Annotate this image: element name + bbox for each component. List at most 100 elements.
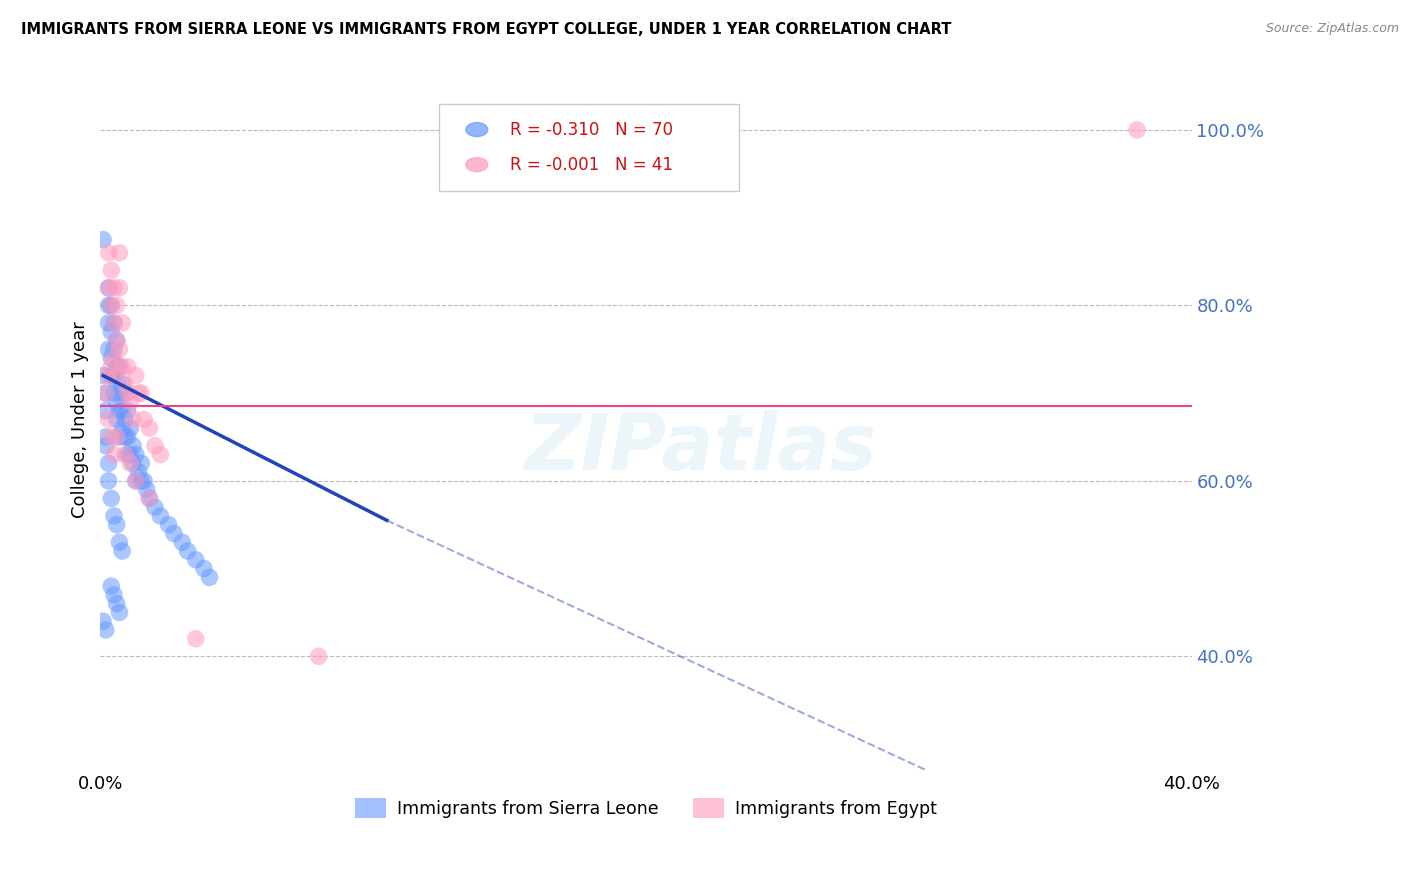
- Point: [149, 508, 172, 523]
- Point: [94, 386, 117, 401]
- Point: [117, 403, 139, 417]
- Point: [105, 298, 128, 312]
- Point: [149, 448, 172, 462]
- Point: [117, 386, 139, 401]
- Point: [111, 544, 134, 558]
- Point: [138, 491, 160, 506]
- Point: [108, 386, 131, 401]
- Point: [122, 412, 145, 426]
- Point: [108, 430, 131, 444]
- Point: [91, 368, 114, 383]
- Point: [97, 368, 120, 383]
- Point: [125, 474, 148, 488]
- Point: [97, 281, 120, 295]
- Point: [198, 570, 221, 584]
- Point: [308, 649, 330, 664]
- Point: [103, 316, 125, 330]
- Point: [94, 430, 117, 444]
- Point: [103, 386, 125, 401]
- Point: [120, 456, 142, 470]
- Point: [94, 386, 117, 401]
- Point: [105, 517, 128, 532]
- Point: [122, 456, 145, 470]
- Point: [100, 298, 122, 312]
- Point: [100, 359, 122, 374]
- Point: [184, 553, 207, 567]
- Point: [132, 474, 155, 488]
- Point: [163, 526, 186, 541]
- Point: [94, 623, 117, 637]
- Point: [103, 351, 125, 365]
- Point: [172, 535, 194, 549]
- Point: [108, 281, 131, 295]
- Point: [97, 316, 120, 330]
- Point: [105, 359, 128, 374]
- Point: [105, 597, 128, 611]
- Point: [100, 351, 122, 365]
- Point: [111, 377, 134, 392]
- Point: [125, 368, 148, 383]
- Text: ZIPatlas: ZIPatlas: [524, 409, 877, 485]
- Point: [111, 359, 134, 374]
- Point: [117, 430, 139, 444]
- Point: [100, 368, 122, 383]
- Point: [105, 395, 128, 409]
- Point: [105, 430, 128, 444]
- Point: [120, 395, 142, 409]
- Point: [176, 544, 198, 558]
- Point: [105, 377, 128, 392]
- Point: [105, 368, 128, 383]
- Point: [114, 377, 136, 392]
- Point: [157, 517, 180, 532]
- Point: [125, 474, 148, 488]
- Point: [108, 343, 131, 357]
- Point: [105, 334, 128, 348]
- Point: [108, 359, 131, 374]
- Point: [114, 430, 136, 444]
- Point: [128, 386, 150, 401]
- Point: [111, 403, 134, 417]
- Point: [111, 316, 134, 330]
- Point: [103, 448, 125, 462]
- Point: [97, 245, 120, 260]
- Point: [94, 439, 117, 453]
- Point: [103, 368, 125, 383]
- Point: [122, 439, 145, 453]
- Point: [97, 298, 120, 312]
- Point: [100, 263, 122, 277]
- Circle shape: [465, 122, 488, 136]
- Point: [114, 448, 136, 462]
- Point: [103, 588, 125, 602]
- Point: [129, 474, 152, 488]
- Text: IMMIGRANTS FROM SIERRA LEONE VS IMMIGRANTS FROM EGYPT COLLEGE, UNDER 1 YEAR CORR: IMMIGRANTS FROM SIERRA LEONE VS IMMIGRAN…: [21, 22, 952, 37]
- Point: [108, 245, 131, 260]
- Point: [193, 561, 215, 575]
- Point: [100, 491, 122, 506]
- Point: [97, 456, 120, 470]
- Circle shape: [465, 158, 488, 171]
- Point: [103, 508, 125, 523]
- Point: [138, 421, 160, 435]
- Point: [120, 421, 142, 435]
- Point: [100, 298, 122, 312]
- Point: [108, 535, 131, 549]
- Point: [129, 456, 152, 470]
- Point: [114, 386, 136, 401]
- Point: [184, 632, 207, 646]
- Point: [97, 412, 120, 426]
- Point: [108, 403, 131, 417]
- Point: [97, 474, 120, 488]
- Point: [132, 412, 155, 426]
- FancyBboxPatch shape: [439, 103, 738, 192]
- Point: [100, 430, 122, 444]
- Point: [97, 281, 120, 295]
- Point: [143, 500, 166, 515]
- Point: [138, 491, 160, 506]
- Point: [91, 614, 114, 628]
- Point: [91, 233, 114, 247]
- Point: [125, 448, 148, 462]
- Point: [100, 579, 122, 593]
- Point: [143, 439, 166, 453]
- Point: [117, 448, 139, 462]
- Point: [94, 403, 117, 417]
